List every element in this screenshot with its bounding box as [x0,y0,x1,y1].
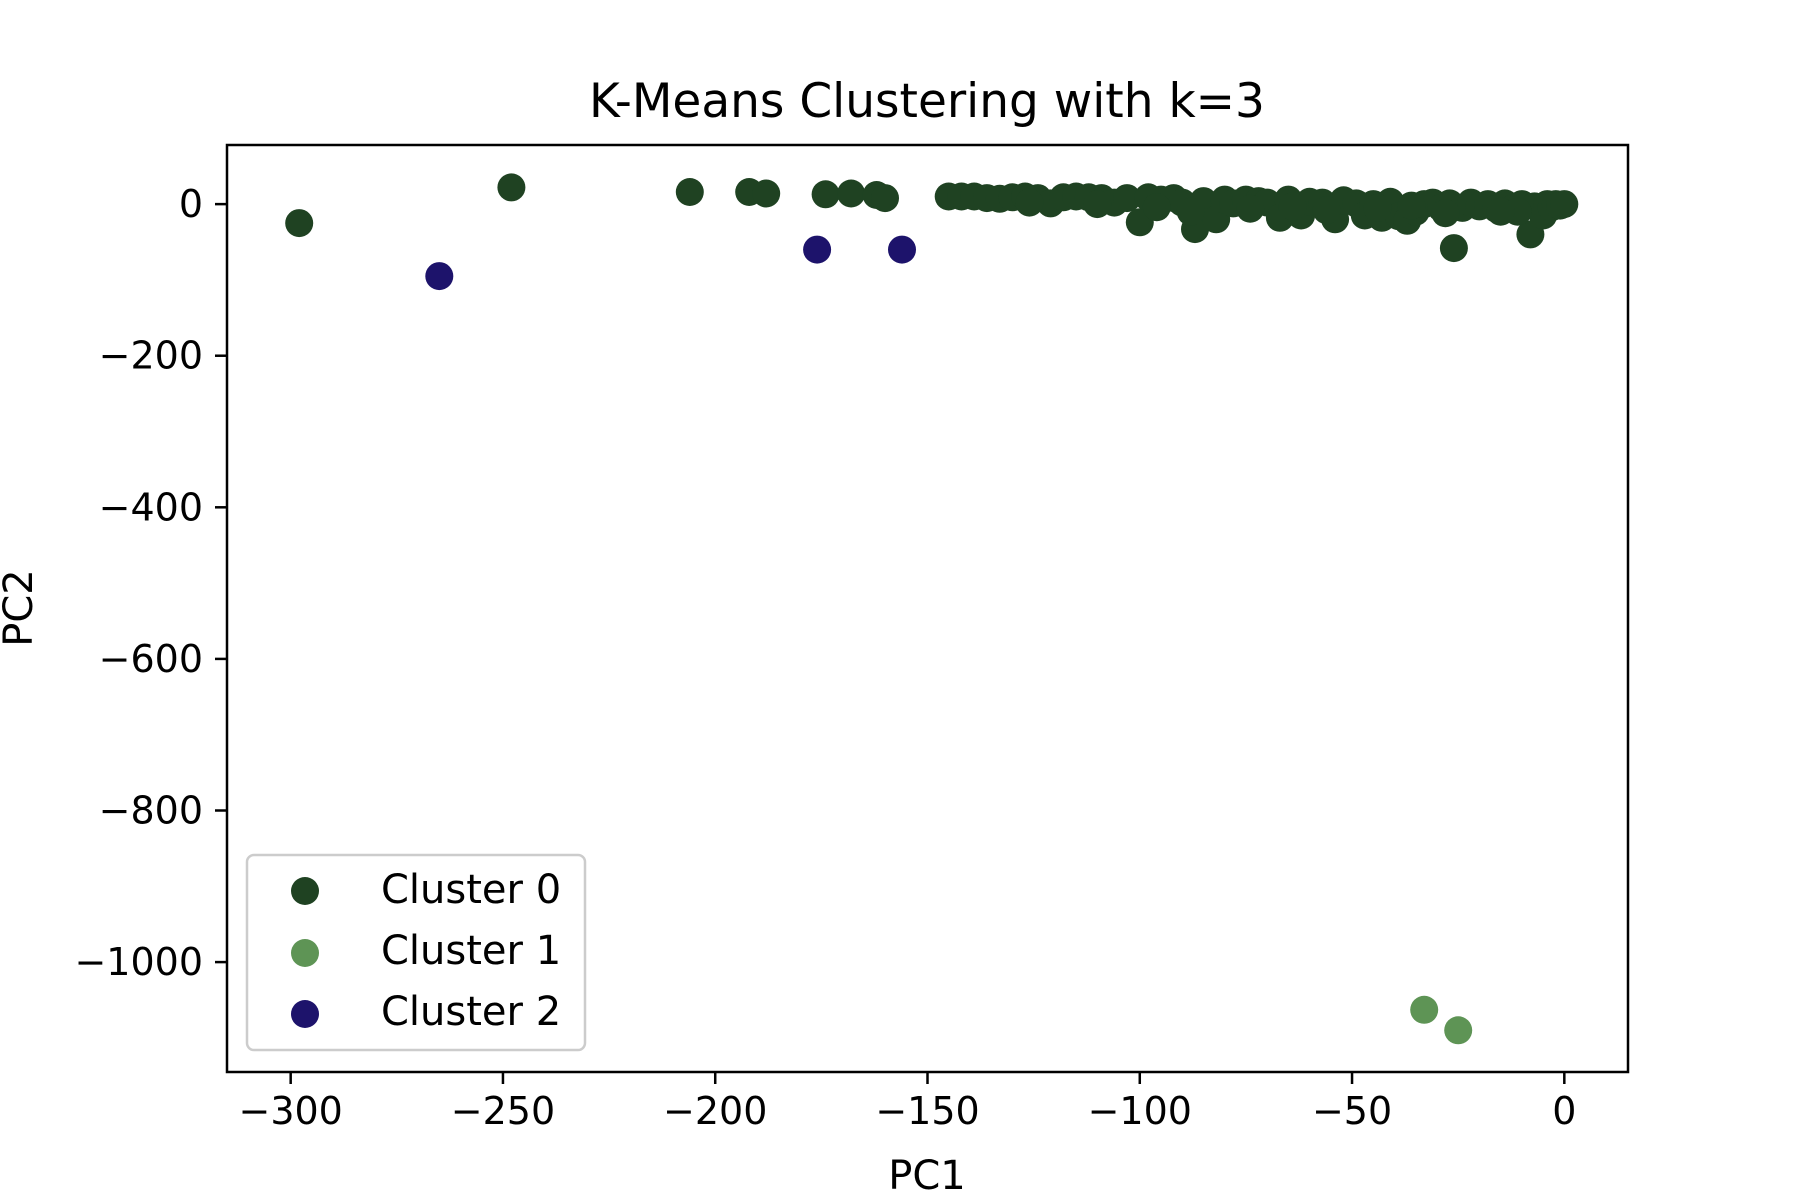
legend-box [245,853,587,1052]
data-point-cluster-0 [1236,194,1265,223]
data-point-cluster-1 [1410,995,1439,1024]
data-point-cluster-0 [1015,188,1044,217]
data-point-cluster-0 [1550,190,1579,219]
data-point-cluster-0 [1083,190,1112,219]
data-points [285,173,1579,1045]
x-tick-label: −100 [1088,1089,1192,1133]
data-point-cluster-0 [871,184,899,213]
data-point-cluster-0 [1312,196,1341,225]
legend-label-cluster-2: Cluster 2 [381,989,561,1035]
legend-marker-cluster-2 [291,1000,319,1028]
data-point-cluster-2 [425,262,454,291]
data-point-cluster-0 [752,179,781,208]
data-point-cluster-0 [1176,197,1205,226]
data-point-cluster-1 [1444,1016,1473,1045]
legend: Cluster 0 Cluster 1 Cluster 2 [245,853,587,1052]
data-point-cluster-0 [1486,197,1515,226]
x-tick-label: −200 [663,1089,767,1133]
legend-label-cluster-0: Cluster 0 [381,867,561,913]
y-axis-label: PC2 [0,569,42,647]
x-tick-label: −50 [1312,1089,1392,1133]
y-tick-label: −600 [99,637,203,681]
data-point-cluster-0 [1278,192,1307,221]
x-axis-label: PC1 [888,1153,966,1199]
y-tick-label: −200 [99,334,203,378]
data-point-cluster-0 [1113,184,1141,213]
y-axis: 0 −200 −400 −600 −800 −1000 [74,182,227,984]
data-point-cluster-0 [497,173,526,202]
data-point-cluster-0 [811,180,840,209]
data-point-cluster-0 [837,179,866,208]
data-point-cluster-2 [888,235,916,264]
x-axis: −300 −250 −200 −150 −100 −50 0 [238,1072,1576,1133]
y-tick-label: 0 [179,182,203,226]
data-point-cluster-0 [1142,193,1171,222]
x-tick-label: −150 [875,1089,979,1133]
data-point-cluster-0 [1397,191,1426,220]
x-tick-label: 0 [1552,1089,1576,1133]
data-point-cluster-0 [285,209,314,238]
y-tick-label: −400 [99,485,203,529]
x-tick-label: −300 [238,1089,342,1133]
data-point-cluster-0 [1439,234,1468,263]
chart-title: K-Means Clustering with k=3 [589,74,1265,129]
data-point-cluster-0 [1431,199,1460,228]
legend-marker-cluster-0 [291,877,319,905]
legend-marker-cluster-1 [291,939,319,967]
legend-label-cluster-1: Cluster 1 [381,928,561,974]
data-point-cluster-2 [803,235,832,264]
y-tick-label: −1000 [74,940,203,984]
data-point-cluster-0 [1363,193,1392,222]
data-point-cluster-0 [675,178,704,206]
y-tick-label: −800 [99,788,203,832]
x-tick-label: −250 [451,1089,555,1133]
